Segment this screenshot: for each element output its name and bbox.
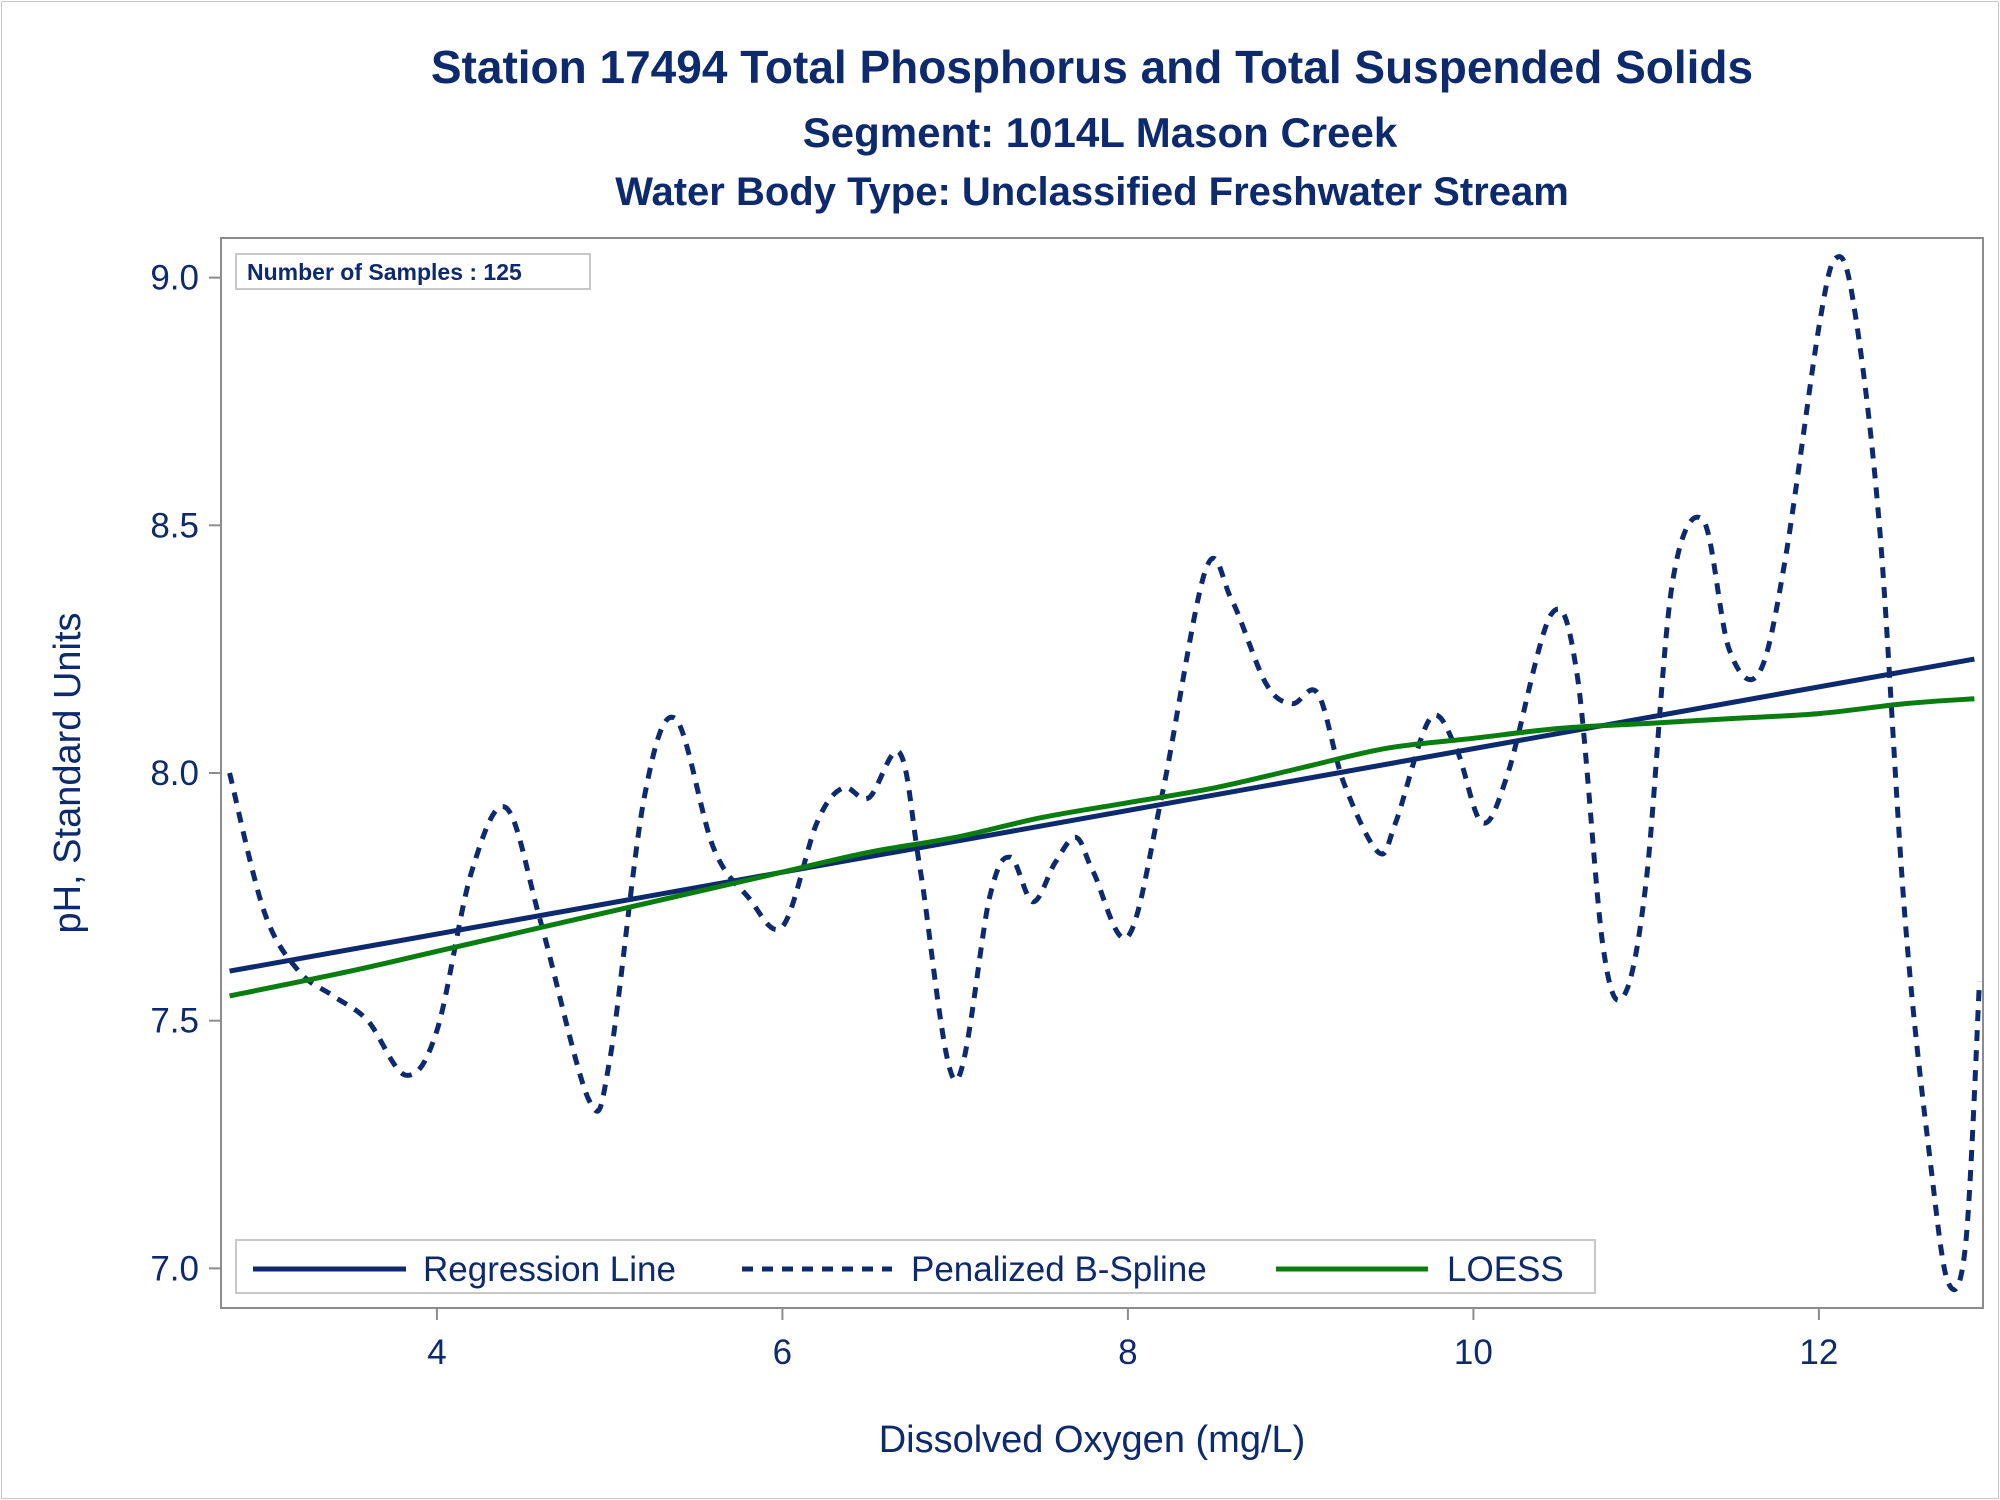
legend-spline-label: Penalized B-Spline [911, 1250, 1207, 1289]
x-tick-label: 6 [773, 1333, 792, 1372]
samples-inset-label: Number of Samples : 125 [247, 259, 522, 285]
x-tick-label: 8 [1118, 1333, 1137, 1372]
loess-line [229, 696, 1975, 999]
x-tick-label: 10 [1454, 1333, 1493, 1372]
penalized-b-spline-line [227, 254, 1982, 1293]
chart-title: Station 17494 Total Phosphorus and Total… [431, 41, 1753, 93]
y-tick-label: 7.0 [150, 1249, 199, 1288]
y-axis-label: pH, Standard Units [47, 612, 89, 933]
chart-subtitle-segment: Segment: 1014L Mason Creek [803, 109, 1398, 156]
legend-regression-label: Regression Line [423, 1250, 676, 1289]
samples-inset-box [235, 253, 591, 290]
x-axis-label: Dissolved Oxygen (mg/L) [879, 1419, 1306, 1461]
y-axis: 7.0 7.5 8.0 8.5 9.0 [150, 259, 221, 1288]
y-tick-label: 9.0 [150, 259, 199, 298]
y-tick-label: 8.5 [150, 506, 199, 545]
legend-loess-label: LOESS [1447, 1250, 1564, 1289]
plot-area [220, 237, 1984, 1309]
y-tick-label: 8.0 [150, 754, 199, 793]
series-layer [227, 254, 1982, 1293]
x-tick-label: 12 [1799, 1333, 1838, 1372]
regression-line [229, 656, 1975, 974]
x-axis: 4 6 8 10 12 [427, 1308, 1838, 1372]
chart-subtitle-waterbody: Water Body Type: Unclassified Freshwater… [615, 170, 1569, 214]
x-tick-label: 4 [427, 1333, 446, 1372]
y-tick-label: 7.5 [150, 1002, 199, 1041]
